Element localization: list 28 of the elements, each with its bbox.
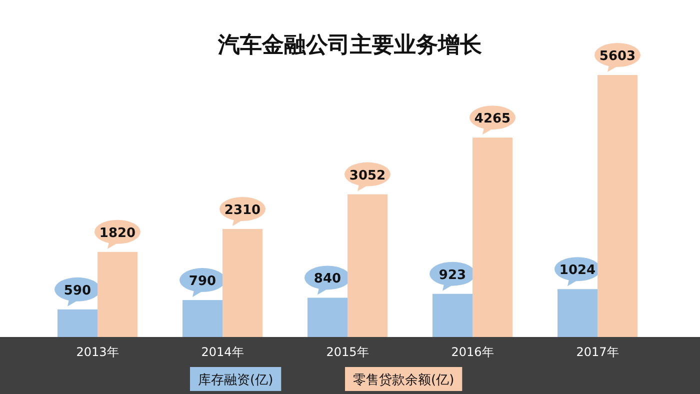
data-label: 2310 (224, 202, 261, 218)
text: 零售贷款余额(亿) (353, 373, 454, 388)
data-label: 590 (64, 283, 92, 298)
text: 库存融资(亿) (198, 373, 274, 388)
x-tick-label: 2014年 (201, 345, 244, 359)
x-tick-label: 2013年 (76, 345, 119, 359)
bar (558, 289, 598, 337)
bar (348, 194, 388, 337)
bar (432, 294, 472, 337)
data-label: 5603 (599, 49, 636, 64)
bar (98, 252, 138, 337)
bar (182, 300, 222, 337)
bar (308, 298, 348, 337)
data-label: 1820 (99, 226, 136, 241)
data-label: 1024 (559, 263, 596, 278)
data-label: 790 (188, 274, 216, 290)
x-tick-label: 2016年 (451, 345, 494, 359)
bar (58, 309, 98, 337)
data-label: 4265 (474, 112, 511, 127)
bar (472, 138, 512, 337)
x-tick-label: 2017年 (576, 345, 619, 359)
data-label: 3052 (349, 168, 386, 184)
x-tick-label: 2015年 (326, 345, 369, 359)
bar (598, 75, 638, 337)
data-label: 923 (438, 268, 466, 283)
bar (222, 228, 262, 337)
data-label: 840 (314, 272, 342, 287)
chart-title: 汽车金融公司主要业务增长 (217, 32, 483, 58)
